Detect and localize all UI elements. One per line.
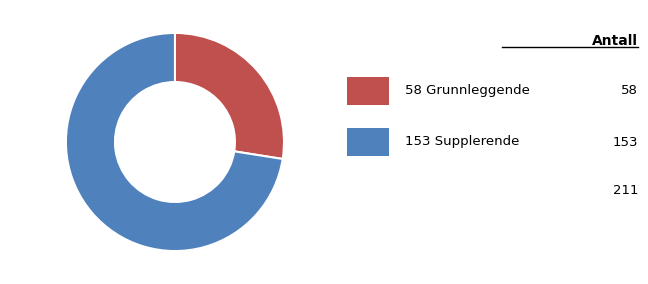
FancyBboxPatch shape — [347, 77, 389, 105]
Wedge shape — [66, 33, 283, 251]
Text: 58 Grunnleggende: 58 Grunnleggende — [405, 84, 530, 97]
Text: 58: 58 — [621, 84, 638, 97]
Text: 211: 211 — [613, 184, 638, 197]
Text: Antall: Antall — [592, 34, 638, 48]
Text: 153 Supplerende: 153 Supplerende — [405, 135, 520, 149]
Wedge shape — [175, 33, 284, 159]
FancyBboxPatch shape — [347, 128, 389, 156]
Text: 153: 153 — [613, 135, 638, 149]
